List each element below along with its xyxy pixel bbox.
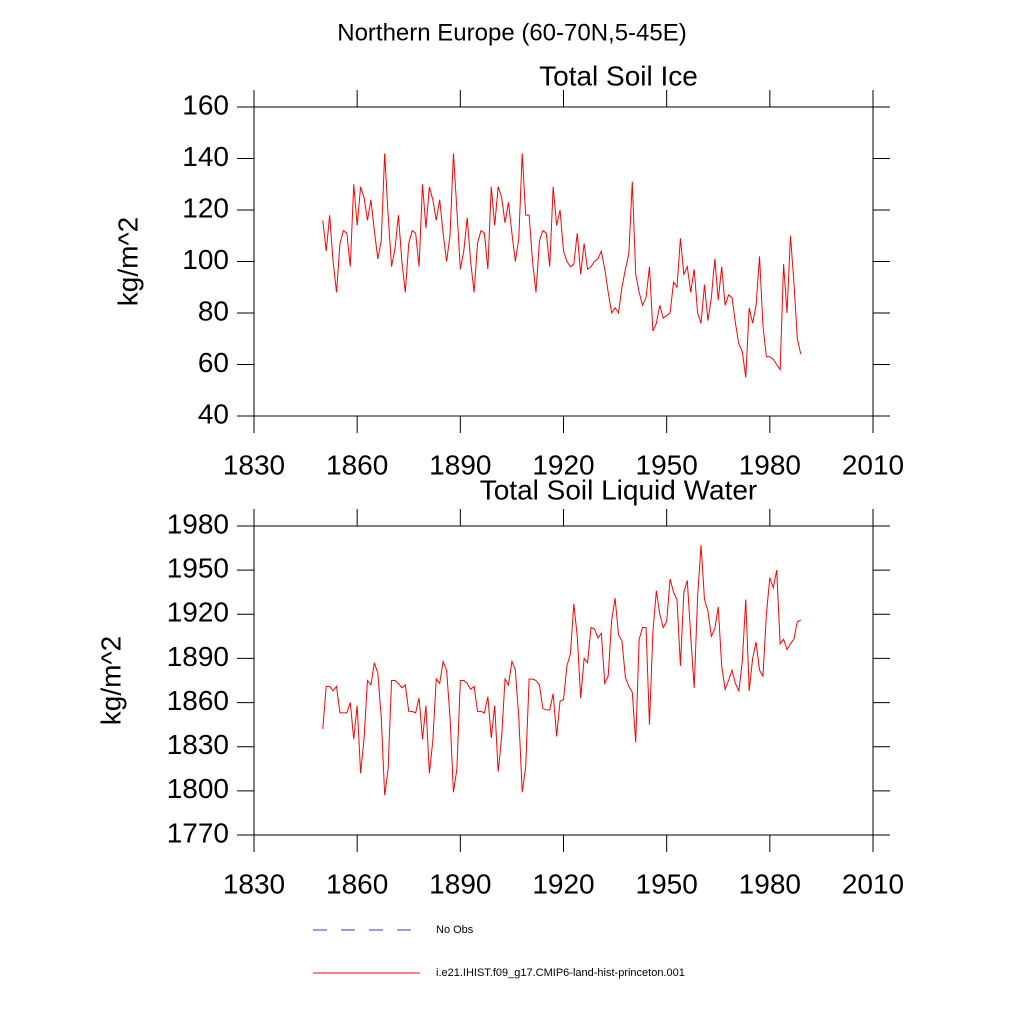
x-tick-label: 1860 (326, 449, 388, 480)
y-tick-label: 1890 (167, 641, 229, 672)
x-tick-label: 1920 (532, 449, 594, 480)
chart-title: Total Soil Ice (539, 60, 698, 91)
y-tick-label: 1800 (167, 773, 229, 804)
y-tick-label: 140 (182, 141, 229, 172)
legend-label: i.e21.IHIST.f09_g17.CMIP6-land-hist-prin… (436, 967, 685, 979)
y-tick-label: 1860 (167, 685, 229, 716)
x-tick-label: 1950 (636, 868, 698, 899)
y-axis-label: kg/m^2 (112, 217, 143, 306)
plot-frame (253, 525, 874, 836)
y-tick-label: 1830 (167, 729, 229, 760)
x-tick-label: 2010 (842, 449, 904, 480)
x-tick-label: 1890 (429, 868, 491, 899)
y-tick-label: 100 (182, 244, 229, 275)
data-line (322, 153, 802, 378)
y-tick-label: 1920 (167, 597, 229, 628)
y-tick-label: 80 (198, 295, 229, 326)
x-tick-label: 1980 (739, 868, 801, 899)
x-tick-label: 1980 (739, 449, 801, 480)
legend-label: No Obs (436, 924, 474, 936)
y-tick-label: 40 (198, 398, 229, 429)
x-tick-label: 1950 (636, 449, 698, 480)
y-tick-label: 1980 (167, 508, 229, 539)
chart-title: Total Soil Liquid Water (480, 474, 758, 505)
y-tick-label: 160 (182, 89, 229, 120)
y-tick-label: 1770 (167, 817, 229, 848)
y-tick-label: 120 (182, 192, 229, 223)
y-tick-label: 60 (198, 347, 229, 378)
data-line (322, 545, 801, 796)
x-tick-label: 1830 (223, 868, 285, 899)
suptitle: Northern Europe (60-70N,5-45E) (337, 19, 687, 46)
x-tick-label: 1860 (326, 868, 388, 899)
x-tick-label: 1830 (223, 449, 285, 480)
x-tick-label: 2010 (842, 868, 904, 899)
x-tick-label: 1920 (532, 868, 594, 899)
x-tick-label: 1890 (429, 449, 491, 480)
y-axis-label: kg/m^2 (95, 636, 126, 725)
y-tick-label: 1950 (167, 553, 229, 584)
